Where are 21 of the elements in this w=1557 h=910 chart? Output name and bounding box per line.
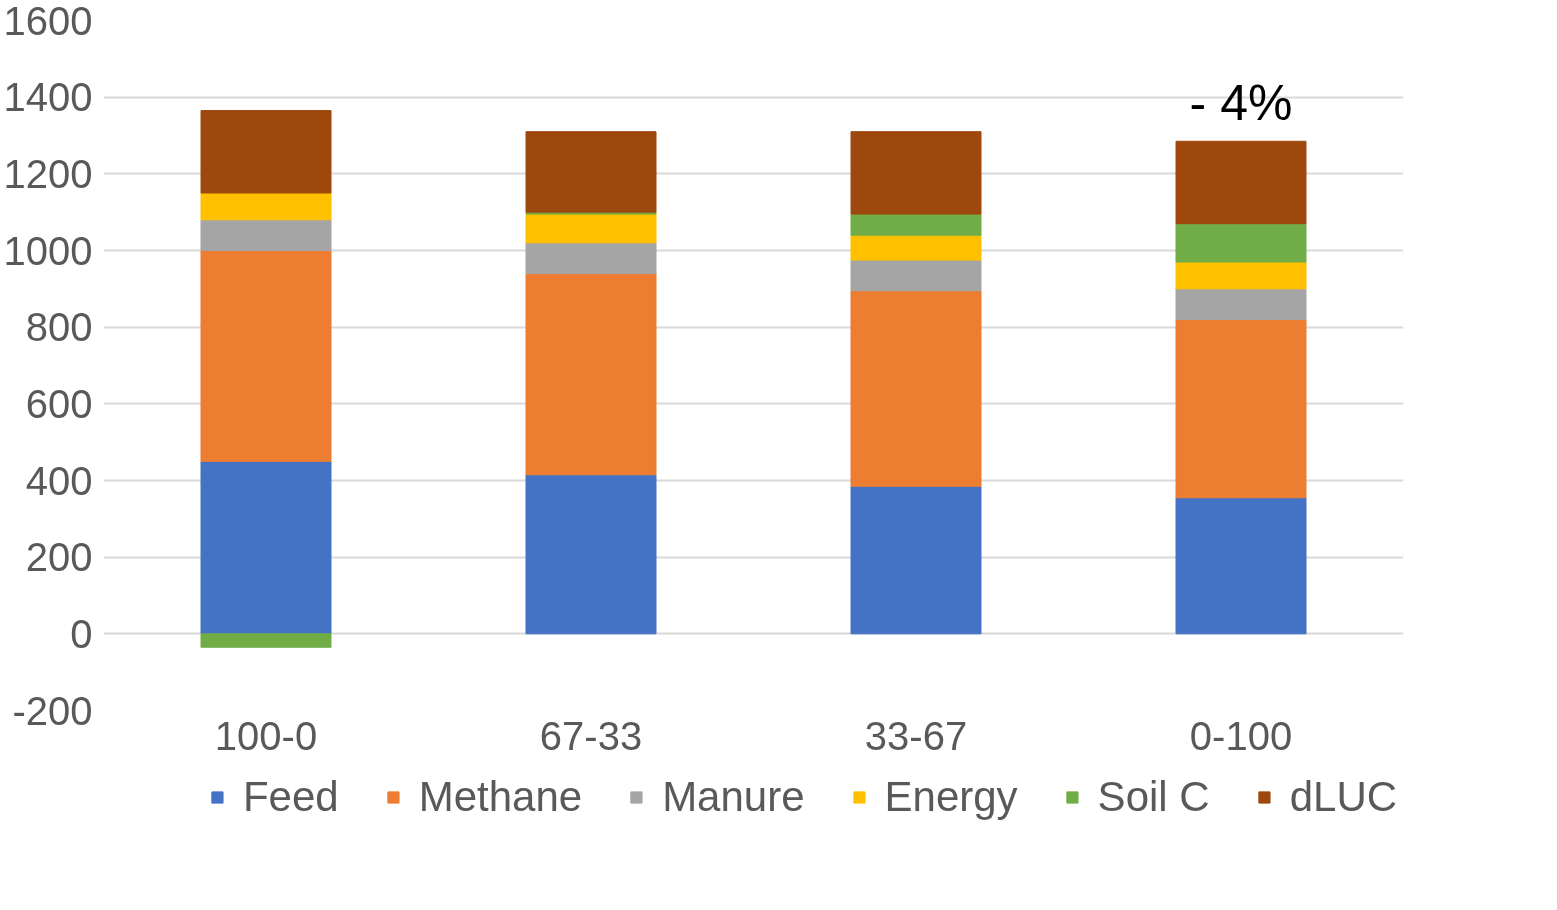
legend-label: dLUC	[1289, 773, 1398, 821]
legend-label: Soil C	[1097, 773, 1210, 821]
legend-label: Manure	[662, 773, 805, 821]
y-tick-label: 1200	[3, 151, 93, 196]
x-tick-label: 0-100	[1189, 713, 1293, 758]
y-tick-label: 0	[70, 611, 93, 656]
x-tick-label: 33-67	[864, 713, 968, 758]
legend-label: Energy	[884, 773, 1018, 821]
y-tick-label: 1000	[3, 228, 93, 273]
y-tick-label: 1400	[3, 75, 93, 120]
y-tick-label: 800	[25, 305, 93, 350]
y-tick-label: 1600	[3, 0, 93, 43]
y-tick-label: -200	[12, 688, 93, 733]
y-tick-label: 400	[25, 458, 93, 503]
annotation: - 4%	[1189, 74, 1293, 131]
x-tick-label: 100-0	[214, 713, 318, 758]
y-tick-label: 600	[25, 381, 93, 426]
x-tick-label: 67-33	[539, 713, 643, 758]
legend-label: Methane	[418, 773, 583, 821]
legend-label: Feed	[242, 773, 339, 821]
y-tick-label: 200	[25, 535, 93, 580]
